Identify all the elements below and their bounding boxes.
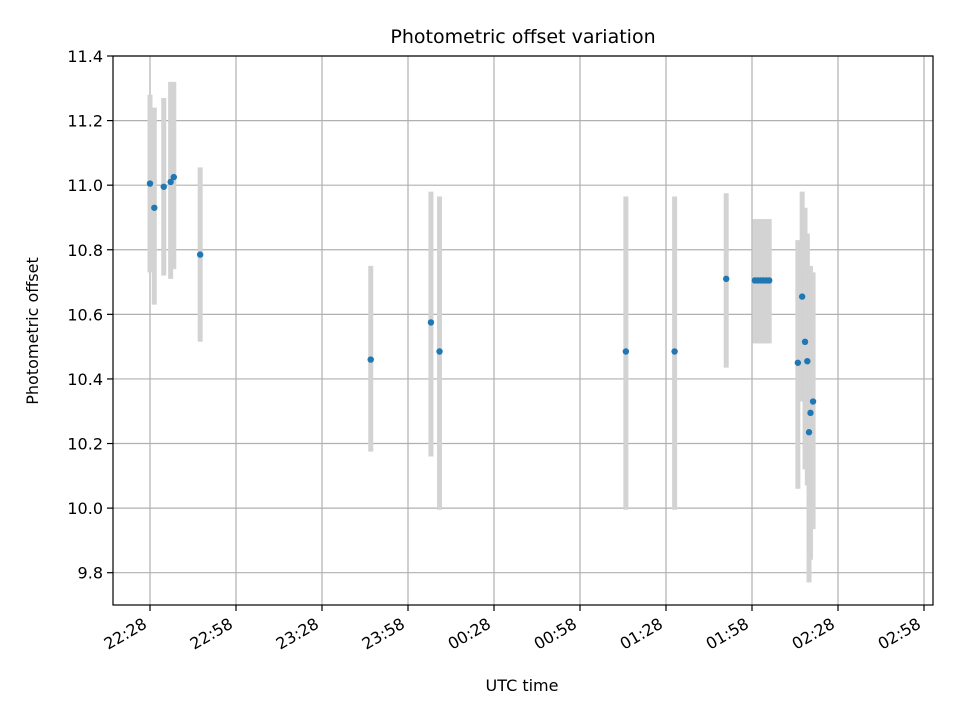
- y-tick-label: 11.0: [67, 176, 103, 195]
- data-point: [807, 409, 814, 417]
- data-point: [160, 183, 167, 190]
- data-point: [367, 356, 374, 363]
- data-point: [801, 338, 809, 346]
- data-point: [671, 348, 678, 355]
- y-tick-label: 10.0: [67, 499, 103, 518]
- data-point: [146, 180, 154, 187]
- data-point: [794, 359, 802, 366]
- y-axis-label: Photometric offset: [23, 257, 42, 405]
- y-axis-ticks: 9.8 10.0 10.2 10.4 10.6 10.8 11.0 11.2 11.4: [67, 47, 113, 583]
- y-tick-label: 10.8: [67, 241, 103, 260]
- data-point: [804, 357, 811, 365]
- y-tick-label: 11.2: [67, 112, 103, 131]
- data-point: [798, 293, 806, 300]
- y-tick-label: 10.4: [67, 370, 103, 389]
- data-point: [436, 348, 443, 355]
- data-point: [766, 277, 773, 284]
- data-point: [151, 204, 158, 211]
- plot-frame: [112, 55, 934, 606]
- data-point: [809, 398, 817, 405]
- data-point: [196, 251, 204, 258]
- data-point: [723, 275, 730, 283]
- chart-title: Photometric offset variation: [390, 26, 655, 48]
- y-tick-label: 10.6: [67, 305, 103, 324]
- data-point: [167, 178, 174, 186]
- x-axis-label: UTC time: [486, 676, 559, 695]
- y-tick-label: 9.8: [78, 564, 103, 583]
- y-tick-label: 11.4: [67, 47, 103, 66]
- data-point: [170, 173, 177, 181]
- data-point: [622, 348, 630, 355]
- data-points: [146, 173, 817, 436]
- data-point: [805, 429, 813, 436]
- data-point: [427, 319, 435, 326]
- y-tick-label: 10.2: [67, 435, 103, 454]
